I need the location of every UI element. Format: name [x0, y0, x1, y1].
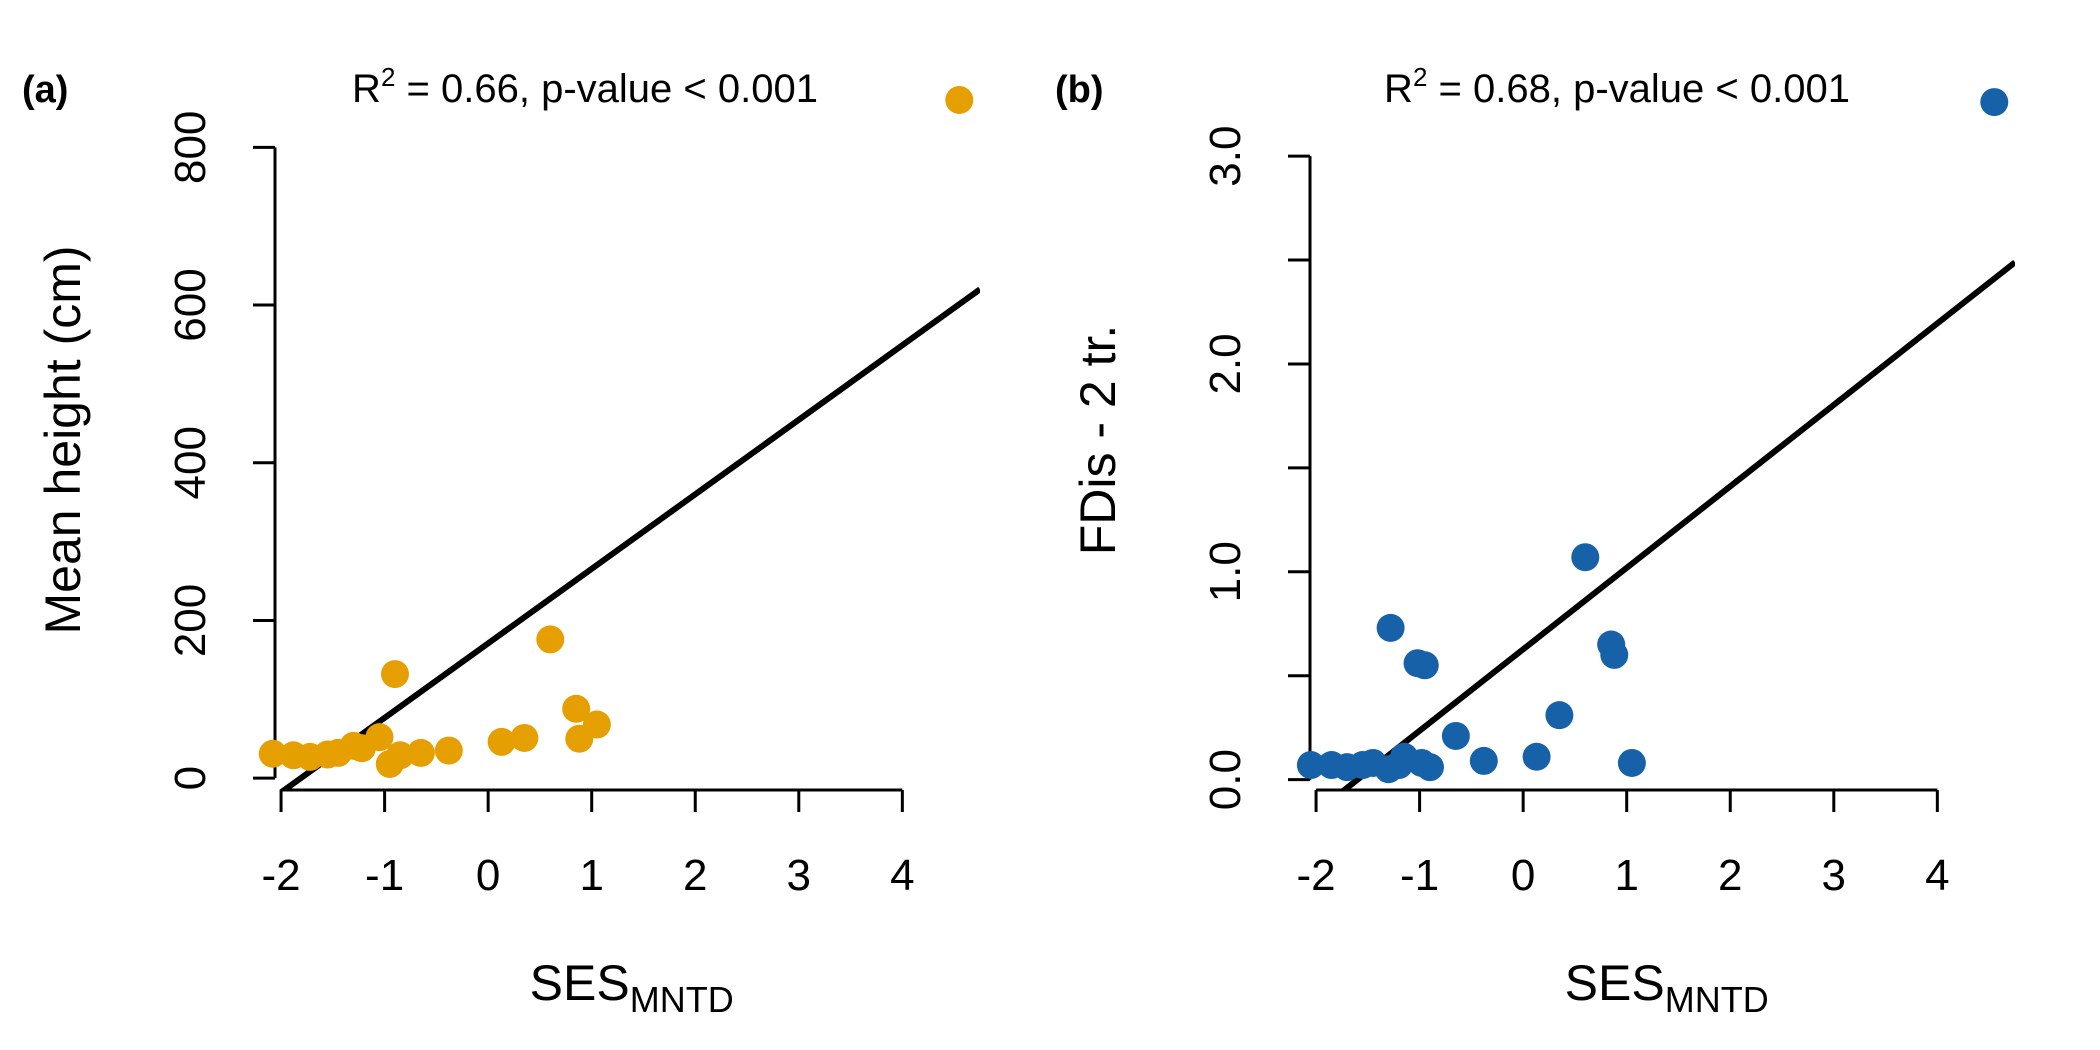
x-tick-label: -2 — [262, 851, 301, 900]
data-point — [1415, 753, 1444, 782]
x-tick-label: -1 — [365, 851, 404, 900]
x-tick-label: -2 — [1297, 851, 1336, 900]
data-point — [1469, 746, 1498, 775]
panel-label: (b) — [1055, 69, 1104, 111]
y-tick-label: 200 — [166, 584, 215, 657]
x-tick-label: 3 — [787, 851, 811, 900]
data-point — [510, 723, 539, 752]
data-point — [1441, 721, 1470, 750]
data-point — [1571, 543, 1600, 572]
chart-title: R2 = 0.68, p-value < 0.001 — [1384, 62, 1850, 111]
y-tick-label: 3.0 — [1201, 126, 1250, 187]
data-point — [258, 739, 287, 768]
x-tick-label: 2 — [683, 851, 707, 900]
x-tick-label: 3 — [1822, 851, 1846, 900]
x-tick-label: 0 — [1511, 851, 1535, 900]
regression-line — [1339, 259, 2015, 790]
data-point — [1296, 751, 1325, 780]
data-point — [945, 86, 974, 114]
y-axis-label: Mean height (cm) — [35, 245, 91, 634]
x-axis-label: SESMNTD — [530, 955, 734, 1020]
y-tick-label: 800 — [166, 111, 215, 184]
data-point — [1545, 701, 1574, 730]
panel-a: (a) R2 = 0.66, p-value < 0.001 -2 -1 0 1 2 3 4 0 2… — [22, 62, 980, 1020]
y-tick-label: 2.0 — [1201, 333, 1250, 394]
x-tick-label: 1 — [579, 851, 603, 900]
panel-b: (b) R2 = 0.68, p-value < 0.001 -2 -1 0 1 2 3 4 0.… — [1055, 62, 2015, 1020]
x-tick-label: 1 — [1614, 851, 1638, 900]
data-point — [1522, 742, 1551, 771]
x-tick-label: -1 — [1400, 851, 1439, 900]
x-tick-label: 4 — [890, 851, 914, 900]
y-tick-label: 0.0 — [1201, 749, 1250, 810]
x-axis-label: SESMNTD — [1565, 955, 1769, 1020]
data-point — [562, 694, 591, 723]
data-point — [582, 710, 611, 739]
x-tick-label: 0 — [476, 851, 500, 900]
y-tick-label: 1.0 — [1201, 541, 1250, 602]
data-point — [487, 727, 516, 756]
data-point — [386, 741, 415, 770]
data-point — [1410, 651, 1439, 680]
data-point — [1980, 88, 2009, 117]
chart-title: R2 = 0.66, p-value < 0.001 — [352, 62, 818, 111]
data-point — [1617, 748, 1646, 777]
data-point — [434, 736, 463, 765]
y-tick-label: 0 — [166, 766, 215, 790]
data-point — [536, 625, 565, 654]
x-tick-label: 4 — [1925, 851, 1949, 900]
y-tick-label: 600 — [166, 268, 215, 341]
x-tick-label: 2 — [1718, 851, 1742, 900]
data-point — [380, 660, 409, 689]
data-point — [1600, 640, 1629, 669]
data-point — [365, 723, 394, 752]
y-tick-label: 400 — [166, 426, 215, 499]
data-point — [406, 738, 435, 767]
panel-label: (a) — [22, 69, 68, 111]
y-axis-label: FDis - 2 tr. — [1070, 325, 1126, 556]
data-point — [1376, 613, 1405, 642]
